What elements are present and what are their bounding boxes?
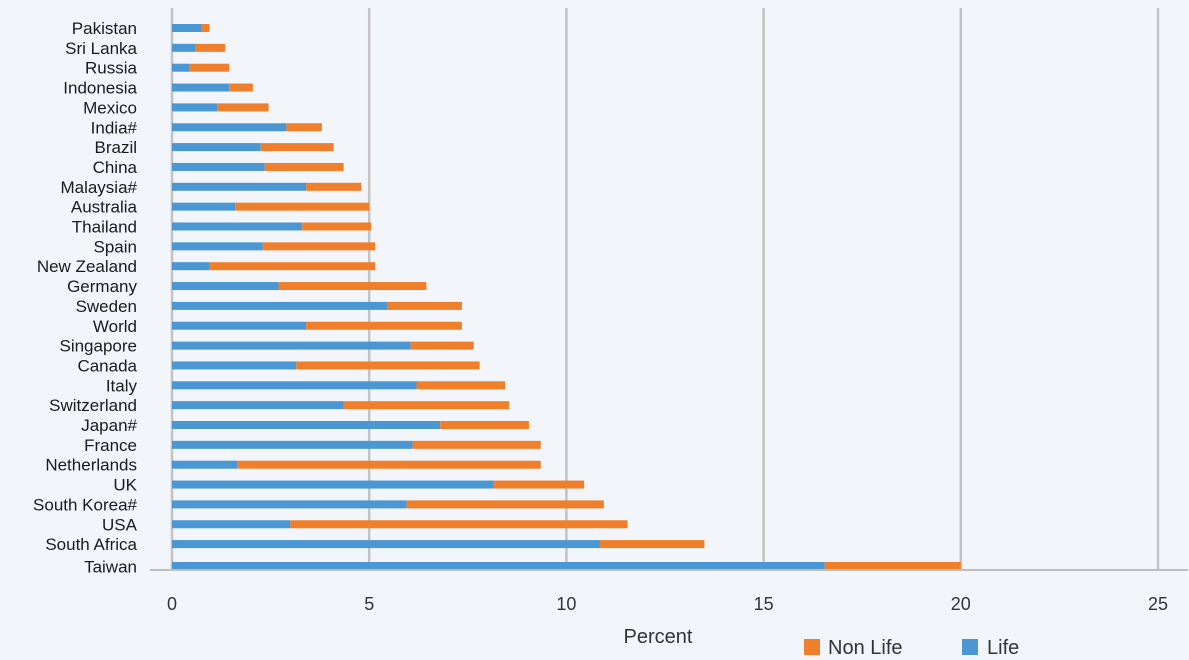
category-label: France — [84, 436, 137, 455]
bar-non-life-italy — [416, 381, 506, 390]
bar-life-switzerland — [172, 401, 344, 410]
category-label: South Africa — [45, 535, 137, 554]
bar-life-mexico — [172, 103, 218, 112]
category-label: China — [93, 158, 138, 177]
bar-life-singapore — [172, 341, 411, 350]
bar-non-life-france — [412, 440, 541, 449]
bar-life-germany — [172, 282, 279, 291]
bar-life-spain — [172, 242, 263, 251]
bar-life-malaysia- — [172, 182, 307, 191]
bar-life-usa — [172, 520, 291, 529]
bar-non-life-thailand — [302, 222, 372, 231]
bar-life-pakistan — [172, 24, 202, 32]
bar-non-life-canada — [296, 361, 480, 370]
legend-swatch-non-life — [804, 639, 820, 655]
bar-non-life-japan- — [440, 421, 529, 429]
bar-life-brazil — [172, 143, 261, 152]
bar-life-uk — [172, 480, 494, 489]
category-label: Mexico — [83, 98, 137, 117]
bar-non-life-south-korea- — [406, 500, 604, 509]
bar-life-netherlands — [172, 460, 238, 469]
category-label: Singapore — [59, 337, 137, 356]
bar-life-south-korea- — [172, 500, 407, 509]
bar-non-life-indonesia — [229, 83, 253, 92]
bar-life-australia — [172, 202, 236, 211]
bar-non-life-netherlands — [237, 460, 541, 469]
category-label: Canada — [77, 356, 137, 375]
bar-non-life-mexico — [217, 103, 269, 112]
category-label: Netherlands — [45, 456, 137, 475]
legend-label-non-life: Non Life — [828, 637, 903, 659]
bar-life-south-africa — [172, 540, 600, 549]
bar-life-russia — [172, 63, 190, 72]
bar-non-life-germany — [278, 282, 427, 291]
category-label: UK — [113, 476, 137, 495]
bar-non-life-taiwan — [824, 562, 961, 571]
category-label: Thailand — [72, 218, 137, 237]
bar-non-life-usa — [290, 520, 628, 529]
bar-life-sri-lanka — [172, 43, 196, 52]
bar-life-taiwan — [172, 562, 825, 571]
bar-non-life-uk — [493, 480, 585, 489]
category-label: Brazil — [94, 138, 137, 157]
bar-life-canada — [172, 361, 297, 370]
bar-life-world — [172, 321, 307, 330]
category-label: Russia — [85, 59, 138, 78]
category-label: Switzerland — [49, 396, 137, 415]
category-label: Spain — [94, 237, 137, 256]
x-tick-label: 15 — [754, 594, 774, 614]
category-label: South Korea# — [33, 495, 138, 514]
bar-non-life-south-africa — [599, 540, 705, 549]
bar-non-life-sweden — [386, 301, 462, 310]
x-tick-label: 5 — [364, 594, 374, 614]
bar-non-life-spain — [262, 242, 376, 251]
category-label: Italy — [106, 376, 138, 395]
bar-life-sweden — [172, 301, 387, 310]
bar-life-italy — [172, 381, 417, 390]
bar-life-indonesia — [172, 83, 230, 92]
bar-life-france — [172, 440, 413, 449]
x-tick-label: 0 — [167, 594, 177, 614]
category-label: Taiwan — [84, 558, 137, 577]
legend-swatch-life — [962, 639, 978, 655]
bar-non-life-russia — [189, 63, 230, 72]
category-label: Japan# — [81, 416, 137, 435]
category-label: World — [93, 317, 137, 336]
bar-non-life-world — [306, 321, 462, 330]
category-label: Indonesia — [63, 79, 137, 98]
x-tick-label: 20 — [951, 594, 971, 614]
category-label: New Zealand — [37, 257, 137, 276]
legend-label-life: Life — [987, 637, 1019, 659]
bar-life-new-zealand — [172, 262, 210, 271]
bar-non-life-brazil — [260, 143, 334, 152]
x-tick-label: 25 — [1148, 594, 1168, 614]
category-label: Sri Lanka — [65, 39, 137, 58]
bar-non-life-india- — [286, 123, 322, 132]
x-tick-label: 10 — [556, 594, 576, 614]
bar-non-life-pakistan — [201, 24, 210, 32]
bar-non-life-china — [264, 162, 344, 171]
category-label: Pakistan — [72, 19, 137, 38]
x-axis-title: Percent — [624, 626, 693, 648]
bar-non-life-new-zealand — [209, 262, 376, 271]
category-label: Sweden — [76, 297, 137, 316]
bar-life-india- — [172, 123, 287, 132]
bar-non-life-australia — [235, 202, 370, 211]
bar-non-life-switzerland — [343, 401, 510, 410]
bar-life-china — [172, 162, 265, 171]
category-label: India# — [91, 118, 138, 137]
bar-non-life-singapore — [410, 341, 474, 350]
category-label: Australia — [71, 198, 138, 217]
category-label: Malaysia# — [60, 178, 137, 197]
bar-life-japan- — [172, 421, 441, 429]
category-label: Germany — [67, 277, 137, 296]
bar-non-life-sri-lanka — [195, 43, 226, 52]
bar-non-life-malaysia- — [306, 182, 362, 191]
category-label: USA — [102, 515, 138, 534]
bar-life-thailand — [172, 222, 303, 231]
